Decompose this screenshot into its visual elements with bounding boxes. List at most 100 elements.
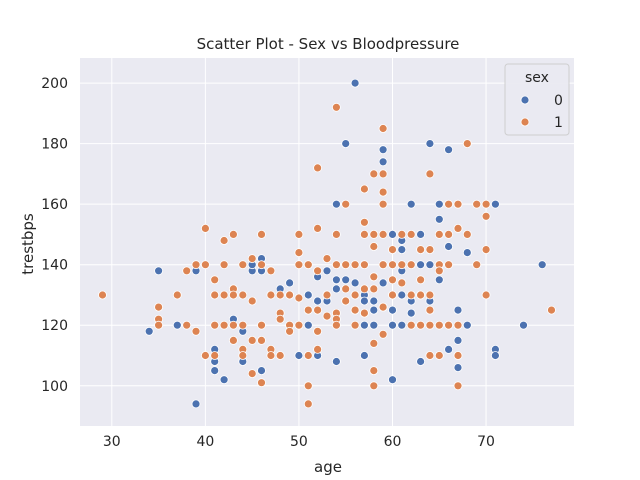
scatter-point-sex-0	[331, 199, 341, 209]
scatter-point-sex-1	[294, 293, 304, 303]
scatter-point-sex-1	[228, 335, 238, 345]
scatter-point-sex-1	[285, 290, 295, 300]
scatter-point-sex-0	[331, 284, 341, 294]
scatter-point-sex-1	[331, 229, 341, 239]
scatter-point-sex-1	[257, 260, 266, 270]
scatter-point-sex-1	[378, 199, 388, 209]
scatter-point-sex-1	[397, 278, 407, 288]
scatter-point-sex-1	[425, 320, 435, 330]
scatter-point-sex-0	[331, 357, 341, 366]
scatter-point-sex-1	[200, 260, 210, 270]
scatter-point-sex-1	[257, 378, 266, 388]
scatter-point-sex-1	[191, 260, 201, 270]
scatter-point-sex-1	[331, 102, 341, 112]
y-tick-label: 180	[41, 137, 68, 153]
scatter-point-sex-1	[238, 320, 248, 330]
scatter-point-sex-1	[425, 290, 435, 300]
scatter-point-sex-1	[388, 245, 397, 255]
scatter-point-sex-1	[210, 320, 220, 330]
scatter-point-sex-1	[210, 290, 220, 300]
scatter-point-sex-1	[294, 320, 304, 330]
scatter-point-sex-1	[472, 199, 482, 209]
scatter-point-sex-0	[359, 320, 369, 330]
scatter-point-sex-1	[425, 245, 435, 255]
scatter-point-sex-1	[388, 275, 397, 285]
scatter-point-sex-1	[369, 242, 379, 251]
plot-area	[80, 58, 574, 426]
scatter-point-sex-1	[359, 308, 369, 318]
scatter-point-sex-1	[313, 266, 323, 276]
scatter-point-sex-0	[378, 157, 388, 167]
scatter-point-sex-1	[275, 314, 285, 324]
scatter-point-sex-1	[238, 351, 248, 360]
y-tick-label: 100	[41, 379, 68, 395]
scatter-point-sex-1	[313, 163, 323, 173]
scatter-point-sex-1	[285, 326, 295, 336]
scatter-point-sex-1	[154, 320, 164, 330]
scatter-point-sex-0	[257, 366, 266, 376]
scatter-point-sex-0	[350, 78, 360, 88]
scatter-point-sex-0	[341, 139, 351, 149]
scatter-point-sex-1	[257, 320, 266, 330]
x-axis-label: age	[314, 458, 342, 476]
scatter-point-sex-1	[481, 290, 491, 300]
scatter-point-sex-0	[425, 260, 435, 270]
scatter-point-sex-0	[369, 296, 379, 306]
scatter-point-sex-0	[388, 229, 397, 239]
scatter-point-sex-1	[247, 335, 257, 345]
scatter-point-sex-1	[238, 260, 248, 270]
scatter-point-sex-1	[378, 329, 388, 339]
scatter-point-sex-0	[490, 351, 500, 360]
scatter-point-sex-1	[425, 169, 435, 179]
scatter-point-sex-1	[359, 217, 369, 227]
scatter-point-sex-1	[416, 245, 426, 255]
scatter-point-sex-0	[294, 351, 304, 360]
scatter-point-sex-1	[416, 275, 426, 285]
scatter-point-sex-1	[257, 229, 266, 239]
legend-marker-1	[520, 117, 530, 127]
scatter-point-sex-1	[369, 381, 379, 391]
scatter-point-sex-1	[303, 381, 313, 391]
scatter-point-sex-0	[406, 199, 416, 209]
scatter-point-sex-1	[341, 260, 351, 270]
scatter-point-sex-0	[359, 351, 369, 360]
scatter-point-sex-1	[406, 290, 416, 300]
scatter-point-sex-1	[369, 229, 379, 239]
legend-label-1: 1	[554, 115, 563, 131]
scatter-point-sex-1	[322, 290, 332, 300]
scatter-point-sex-1	[369, 366, 379, 376]
scatter-point-sex-1	[369, 338, 379, 348]
scatter-point-sex-0	[388, 305, 397, 315]
scatter-point-sex-1	[303, 351, 313, 360]
scatter-point-sex-0	[444, 344, 454, 354]
scatter-point-sex-1	[359, 229, 369, 239]
scatter-point-sex-1	[378, 169, 388, 179]
scatter-point-sex-0	[350, 278, 360, 288]
scatter-point-sex-0	[359, 296, 369, 306]
scatter-point-sex-1	[453, 199, 463, 209]
scatter-point-sex-1	[266, 290, 276, 300]
scatter-point-sex-1	[359, 184, 369, 194]
scatter-point-sex-1	[219, 236, 229, 245]
chart-title: Scatter Plot - Sex vs Bloodpressure	[197, 35, 460, 53]
x-tick-label: 40	[196, 434, 214, 450]
legend: sex 0 1	[504, 63, 570, 136]
scatter-point-sex-1	[182, 266, 192, 276]
x-tick-label: 70	[477, 434, 495, 450]
scatter-point-sex-0	[453, 335, 463, 345]
scatter-point-sex-0	[416, 229, 426, 239]
scatter-point-sex-1	[154, 302, 164, 312]
scatter-point-sex-1	[462, 139, 472, 149]
scatter-point-sex-1	[172, 290, 182, 300]
scatter-point-sex-0	[397, 290, 407, 300]
scatter-point-sex-1	[266, 266, 276, 276]
scatter-point-sex-1	[416, 290, 426, 300]
scatter-point-sex-0	[369, 305, 379, 315]
scatter-point-sex-0	[369, 320, 379, 330]
scatter-point-sex-1	[294, 229, 304, 239]
scatter-point-sex-1	[406, 229, 416, 239]
scatter-point-sex-1	[228, 229, 238, 239]
scatter-point-sex-1	[547, 305, 556, 315]
scatter-point-sex-1	[331, 320, 341, 330]
scatter-point-sex-1	[219, 260, 229, 270]
